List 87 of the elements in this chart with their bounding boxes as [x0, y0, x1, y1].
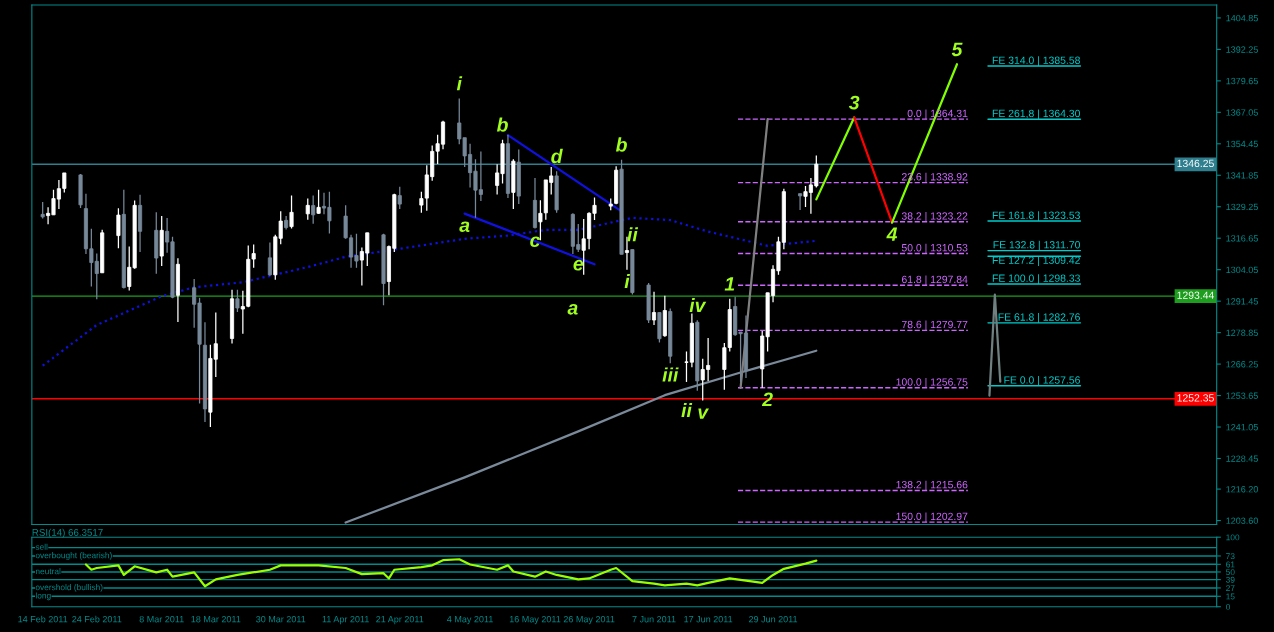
- ref-line-label: 150.0 | 1202.97: [896, 512, 968, 523]
- ref-line-label: FE 61.8 | 1282.76: [998, 313, 1080, 323]
- y-tick-label: 1203.60: [1226, 517, 1258, 524]
- ref-line-label: FE 261,8 | 1364.30: [992, 109, 1081, 120]
- x-tick-label: 8 Mar 2011: [139, 615, 184, 623]
- x-tick-label: 7 Jun 2011: [632, 615, 676, 623]
- ref-line-label: 138.2 | 1215.66: [896, 480, 968, 491]
- ref-line-label: neutral: [35, 568, 61, 575]
- y-tick-label: 1341.85: [1226, 172, 1258, 179]
- candlestick: [651, 291, 657, 326]
- annotation: 3: [848, 95, 860, 110]
- y-tick-label: 1228.45: [1226, 455, 1258, 462]
- ref-line-label: overshold (bullish): [35, 584, 103, 592]
- x-tick-label: 17 Jun 2011: [684, 615, 733, 623]
- annotation: 5: [951, 42, 963, 57]
- annotation: 1: [724, 277, 735, 291]
- y-tick-label: 39: [1226, 576, 1235, 583]
- ref-line-label: FE 314.0 | 1385.58: [992, 56, 1080, 67]
- ref-line-label: 61.8 | 1297.84: [901, 275, 968, 286]
- annotation: ii: [681, 402, 693, 418]
- annotation: v: [698, 408, 709, 419]
- y-tick-label: 27: [1226, 585, 1235, 591]
- x-tick-label: 4 May 2011: [447, 615, 493, 625]
- y-tick-label: 100: [1226, 534, 1240, 541]
- y-tick-label: 50: [1226, 569, 1235, 576]
- candlestick: [316, 189, 321, 215]
- y-tick-label: 1278.85: [1226, 329, 1258, 336]
- annotation: 4: [886, 227, 898, 241]
- annotation: e: [573, 259, 584, 271]
- y-tick-label: 1216.20: [1226, 486, 1258, 493]
- annotation: iii: [662, 367, 679, 382]
- x-tick-label: 18 Mar 2011: [191, 615, 241, 623]
- y-tick-label: 1304.05: [1226, 266, 1258, 274]
- candlestick: [397, 186, 402, 210]
- x-tick-label: 14 Feb 2011: [18, 615, 68, 623]
- candlestick: [684, 350, 689, 383]
- y-tick-label: 1266.25: [1226, 361, 1258, 368]
- y-tick-label: 61: [1226, 561, 1235, 568]
- x-tick-label: 11 Apr 2011: [322, 615, 369, 625]
- annotation: i: [624, 273, 630, 289]
- y-tick-label: 1367.05: [1226, 109, 1258, 116]
- ref-line-label: FE 132.8 | 1311.70: [993, 240, 1081, 251]
- annotation: b: [496, 117, 508, 132]
- annotation: ii: [627, 227, 639, 242]
- x-tick-label: 26 May 2011: [563, 615, 615, 625]
- annotation: i: [456, 76, 463, 91]
- annotation: a: [567, 303, 578, 315]
- candlestick: [235, 289, 240, 313]
- y-tick-label: 73: [1226, 553, 1235, 560]
- ref-line-label: FE 161.8 | 1323.53: [992, 211, 1080, 222]
- ref-line-label: long: [35, 592, 51, 601]
- y-tick-label: 1379.65: [1226, 77, 1258, 85]
- y-tick-label: 1329.25: [1226, 203, 1258, 211]
- chart-title: RSI(14) 66.3517: [32, 528, 103, 538]
- candlestick: [305, 197, 310, 221]
- ref-line-label: sell: [35, 543, 48, 550]
- x-tick-label: 21 Apr 2011: [376, 615, 424, 625]
- ref-line-label: 1346.25: [1177, 159, 1214, 168]
- y-tick-label: 1316.65: [1226, 235, 1258, 242]
- annotation: d: [551, 148, 563, 164]
- ref-line-label: 78.6 | 1279.77: [901, 320, 968, 331]
- y-tick-label: 0: [1226, 603, 1231, 610]
- candlestick: [798, 193, 803, 211]
- ref-line-label: overbought (bearish): [35, 552, 112, 560]
- x-tick-label: 30 Mar 2011: [256, 615, 306, 623]
- annotation: b: [615, 137, 627, 152]
- line-series: [41, 216, 818, 367]
- ref-line-label: 50.0 | 1310.53: [901, 243, 968, 254]
- candlestick: [267, 241, 272, 277]
- x-tick-label: 24 Feb 2011: [72, 615, 122, 623]
- y-tick-label: 1291.45: [1226, 298, 1258, 305]
- candlestick: [116, 207, 121, 249]
- ref-line-label: FE 100.0 | 1298.33: [992, 274, 1080, 284]
- x-tick-label: 16 May 2011: [509, 615, 561, 625]
- annotation: a: [459, 221, 470, 233]
- ref-line-label: 1293.44: [1177, 291, 1214, 299]
- ref-line-label: 1252.35: [1177, 394, 1214, 402]
- y-tick-label: 1253.65: [1226, 392, 1258, 399]
- y-tick-label: 1392.25: [1226, 46, 1258, 53]
- candlestick: [289, 194, 294, 230]
- x-tick-label: 29 Jun 2011: [748, 615, 798, 623]
- y-tick-label: 1241.05: [1226, 424, 1258, 431]
- y-tick-label: 1404.85: [1226, 14, 1258, 22]
- y-tick-label: 1354.45: [1226, 140, 1258, 148]
- candlestick: [311, 194, 316, 225]
- y-tick-label: 15: [1226, 593, 1235, 600]
- annotation: iv: [689, 297, 707, 313]
